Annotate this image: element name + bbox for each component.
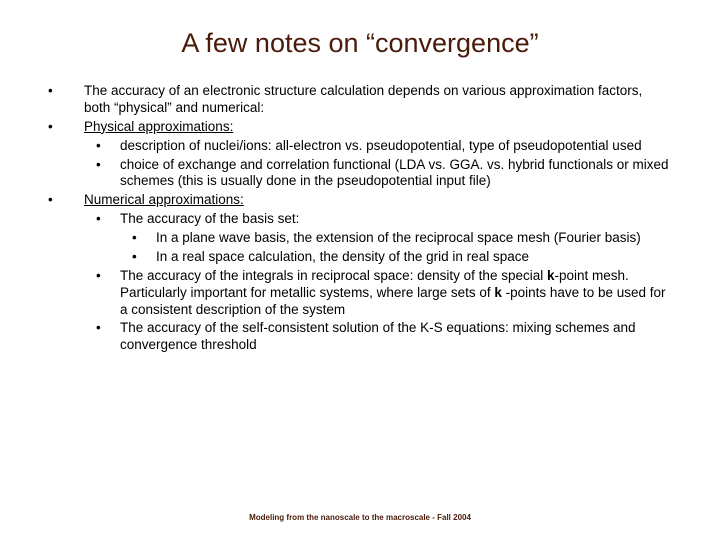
bullet-item: Physical approximations: description of …	[48, 119, 672, 191]
bullet-item: Numerical approximations: The accuracy o…	[48, 192, 672, 354]
bullet-item: description of nuclei/ions: all-electron…	[84, 138, 672, 155]
bullet-text: The accuracy of the self-consistent solu…	[120, 320, 636, 352]
bullet-text: Physical approximations:	[84, 119, 233, 134]
bullet-text: In a plane wave basis, the extension of …	[156, 230, 641, 245]
slide-body: The accuracy of an electronic structure …	[48, 83, 672, 354]
bullet-text: The accuracy of the basis set:	[120, 211, 299, 226]
bullet-text: description of nuclei/ions: all-electron…	[120, 138, 642, 153]
bullet-item: The accuracy of an electronic structure …	[48, 83, 672, 117]
bullet-text: The accuracy of an electronic structure …	[84, 83, 642, 115]
bullet-text: choice of exchange and correlation funct…	[120, 157, 669, 189]
bullet-item: The accuracy of the self-consistent solu…	[84, 320, 672, 354]
bullet-item: In a real space calculation, the density…	[120, 249, 672, 266]
bullet-text: In a real space calculation, the density…	[156, 249, 529, 264]
bullet-item: In a plane wave basis, the extension of …	[120, 230, 672, 247]
bullet-item: The accuracy of the integrals in recipro…	[84, 268, 672, 319]
bullet-item: The accuracy of the basis set: In a plan…	[84, 211, 672, 266]
bullet-text: The accuracy of the integrals in recipro…	[120, 268, 666, 317]
bullet-text: Numerical approximations:	[84, 192, 244, 207]
bullet-item: choice of exchange and correlation funct…	[84, 157, 672, 191]
slide: A few notes on “convergence” The accurac…	[0, 0, 720, 540]
slide-footer: Modeling from the nanoscale to the macro…	[0, 513, 720, 522]
slide-title: A few notes on “convergence”	[48, 28, 672, 59]
